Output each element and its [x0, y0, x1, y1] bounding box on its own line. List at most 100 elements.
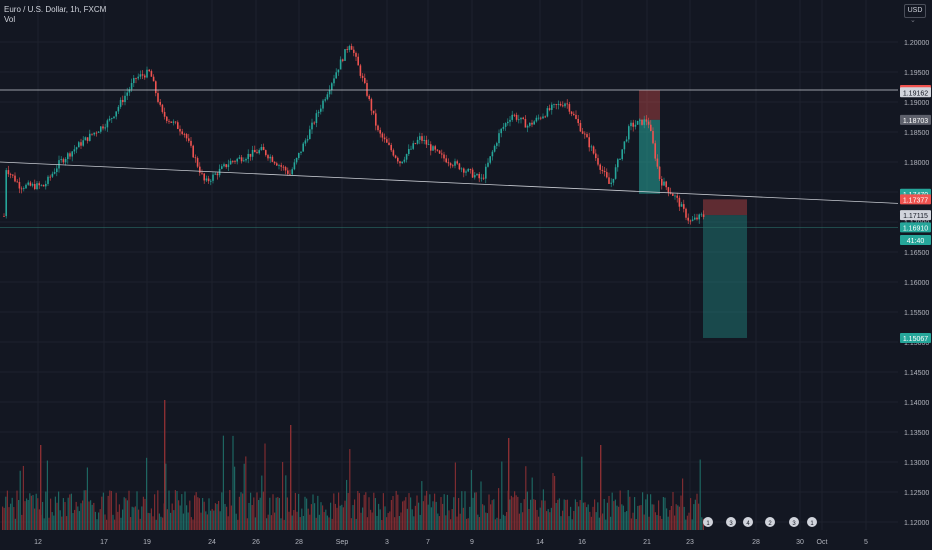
volume-bar — [98, 512, 99, 530]
candle-body — [500, 129, 502, 133]
volume-bar — [460, 514, 461, 530]
volume-bar — [69, 494, 70, 530]
candle-body — [208, 179, 210, 182]
time-tick-label: 3 — [385, 539, 389, 546]
volume-bar — [210, 511, 211, 530]
candle-body — [483, 178, 485, 179]
volume-bar — [488, 495, 489, 530]
candle-body — [225, 164, 227, 167]
volume-bar — [445, 515, 446, 530]
volume-bar — [695, 500, 696, 530]
volume-bar — [493, 499, 494, 530]
position-zones[interactable] — [639, 90, 747, 338]
volume-bar — [352, 505, 353, 530]
candle-body — [342, 59, 344, 60]
volume-bar — [76, 502, 77, 530]
candle-body — [316, 113, 318, 123]
volume-bar — [415, 506, 416, 530]
candle-body — [331, 83, 333, 90]
volume-bar — [653, 505, 654, 530]
indicator-label[interactable]: Vol — [4, 15, 106, 25]
candle-body — [551, 105, 553, 110]
volume-bar — [125, 498, 126, 530]
volume-bar — [226, 507, 227, 530]
volume-bar — [184, 491, 185, 530]
candle-body — [269, 157, 271, 159]
candle-body — [351, 46, 353, 50]
volume-bar — [634, 497, 635, 530]
volume-bar — [596, 512, 597, 530]
volume-bar — [405, 497, 406, 530]
volume-bar — [207, 514, 208, 530]
volume-bar — [424, 496, 425, 530]
time-tick-label: Oct — [817, 539, 828, 546]
time-tick-label: 24 — [208, 539, 216, 546]
volume-bar — [85, 490, 86, 530]
candle-body — [694, 218, 696, 220]
candle-body — [298, 153, 300, 158]
volume-bar — [623, 506, 624, 530]
candle-body — [309, 129, 311, 139]
volume-bar — [517, 497, 518, 530]
volume-bar — [572, 519, 573, 530]
volume-bar — [631, 518, 632, 530]
volume-bar — [29, 493, 30, 530]
volume-bar — [418, 503, 419, 530]
volume-bar — [5, 497, 6, 530]
price-tags: 1.192001.191621.187031.174701.173771.171… — [900, 85, 931, 343]
price-tick-label: 1.14500 — [904, 370, 929, 377]
volume-bar — [591, 517, 592, 530]
candle-body — [287, 170, 289, 173]
candle-body — [659, 167, 661, 179]
price-tick-label: 1.15500 — [904, 310, 929, 317]
candle-body — [562, 105, 564, 106]
volume-bar — [368, 497, 369, 530]
chevron-down-icon[interactable]: ⌄ — [910, 16, 916, 24]
volume-bar — [522, 512, 523, 530]
candle-body — [399, 161, 401, 163]
price-tag-label: 1.19162 — [903, 90, 928, 97]
candle-body — [36, 183, 38, 189]
volume-bar — [626, 511, 627, 530]
volume-bar — [656, 515, 657, 530]
volume-bar — [621, 504, 622, 530]
volume-bar — [492, 500, 493, 530]
volume-bar — [84, 490, 85, 530]
candle-body — [302, 144, 304, 152]
volume-bar — [476, 492, 477, 530]
volume-bar — [340, 506, 341, 530]
volume-bar — [77, 506, 78, 530]
candle-body — [487, 163, 489, 167]
volume-bar — [444, 494, 445, 530]
symbol-title[interactable]: Euro / U.S. Dollar, 1h, FXCM — [4, 5, 106, 15]
volume-bar — [80, 503, 81, 530]
volume-bar — [655, 512, 656, 530]
volume-bar — [588, 504, 589, 530]
volume-bar — [266, 518, 267, 530]
candle-body — [390, 145, 392, 150]
volume-bar — [535, 500, 536, 530]
candle-body — [19, 182, 21, 189]
volume-bar — [60, 510, 61, 530]
volume-bar — [272, 494, 273, 530]
drawn-lines[interactable] — [0, 90, 898, 227]
volume-bar — [21, 515, 22, 530]
volume-bar — [304, 497, 305, 530]
price-tick-label: 1.18500 — [904, 130, 929, 137]
trend-line — [0, 162, 898, 203]
price-axis[interactable]: 1.200001.195001.190001.185001.180001.175… — [904, 40, 929, 527]
volume-bar — [52, 512, 53, 530]
time-axis[interactable]: 12 17 19 24 26 28 Sep 3 7 9 14 16 21 23 28 30 Oct 5 — [34, 539, 868, 546]
volume-bar — [61, 517, 62, 530]
volume-bar — [240, 492, 241, 530]
volume-bar — [234, 467, 235, 530]
volume-bar — [573, 511, 574, 530]
volume-bar — [632, 513, 633, 530]
candle-body — [448, 162, 450, 163]
volume-bar — [296, 512, 297, 530]
candle-body — [8, 170, 10, 174]
volume-bar — [202, 498, 203, 530]
candle-body — [166, 117, 168, 121]
volume-bar — [346, 480, 347, 530]
